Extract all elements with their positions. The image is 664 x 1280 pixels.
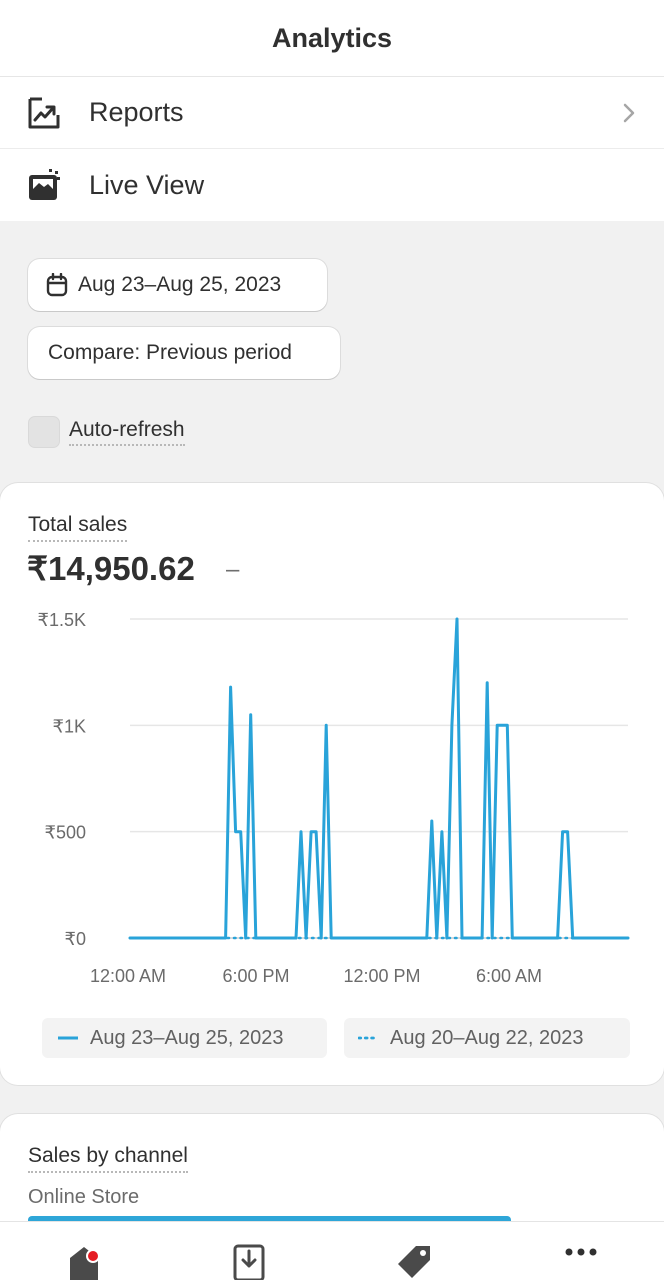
auto-refresh-toggle[interactable]: Auto-refresh: [28, 416, 185, 448]
legend-label: Aug 20–Aug 22, 2023: [390, 1026, 584, 1049]
total-sales-chart: ₹1.5K ₹1K ₹500 ₹012:00 AM 6:00 PM 12:00 PM 6:0…: [38, 610, 630, 986]
y-tick-label: ₹500: [45, 823, 86, 843]
nav-item-reports[interactable]: Reports: [0, 77, 664, 149]
nav-item-live-view[interactable]: Live View: [0, 149, 664, 221]
nav-item-label: Live View: [89, 169, 205, 200]
x-tick-label: 12:00 PM: [343, 966, 420, 986]
total-sales-card[interactable]: Total sales ₹14,950.62 – ₹1.5K ₹1K ₹500 ₹0 1…: [0, 483, 664, 1085]
analytics-nav-list: Reports Live View: [0, 77, 664, 221]
x-tick-label: 6:00 PM: [222, 966, 289, 986]
products-tag-icon[interactable]: [398, 1244, 432, 1280]
solid-line-swatch: [58, 1036, 78, 1040]
top-bar: Analytics: [0, 0, 664, 77]
x-tick-label: 6:00 AM: [476, 966, 542, 986]
nav-item-label: Reports: [89, 97, 184, 127]
y-tick-label: ₹1.5K: [38, 610, 86, 630]
legend-label: Aug 23–Aug 25, 2023: [90, 1026, 284, 1049]
more-icon[interactable]: [565, 1248, 597, 1256]
x-tick-label: 12:00 AM: [90, 966, 166, 986]
total-sales-value: ₹14,950.62: [27, 550, 195, 587]
legend-current-period[interactable]: Aug 23–Aug 25, 2023: [42, 1018, 327, 1058]
calendar-icon: [46, 273, 68, 297]
auto-refresh-label: Auto-refresh: [69, 418, 185, 446]
notification-dot: [86, 1249, 100, 1263]
total-sales-change: –: [226, 556, 240, 583]
date-range-button[interactable]: Aug 23–Aug 25, 2023: [28, 259, 327, 311]
chevron-right-icon: [623, 103, 635, 122]
channel-name: Online Store: [28, 1186, 140, 1208]
legend-previous-period[interactable]: Aug 20–Aug 22, 2023: [344, 1018, 630, 1058]
series-line-current: [128, 617, 630, 940]
orders-icon[interactable]: [233, 1244, 265, 1280]
live-view-icon: [29, 169, 60, 200]
y-tick-label: ₹1K: [53, 716, 86, 736]
date-range-label: Aug 23–Aug 25, 2023: [78, 273, 282, 296]
reports-icon: [28, 97, 60, 128]
dotted-line-swatch: [358, 1036, 378, 1040]
bottom-tab-bar: [0, 1222, 664, 1280]
sales-by-channel-title: Sales by channel: [28, 1144, 188, 1173]
compare-period-button[interactable]: Compare: Previous period: [28, 327, 340, 379]
auto-refresh-checkbox[interactable]: [28, 416, 60, 448]
compare-period-label: Compare: Previous period: [48, 341, 292, 364]
page-title: Analytics: [271, 22, 393, 53]
total-sales-title: Total sales: [28, 513, 128, 542]
y-tick-label: ₹0: [65, 929, 86, 949]
